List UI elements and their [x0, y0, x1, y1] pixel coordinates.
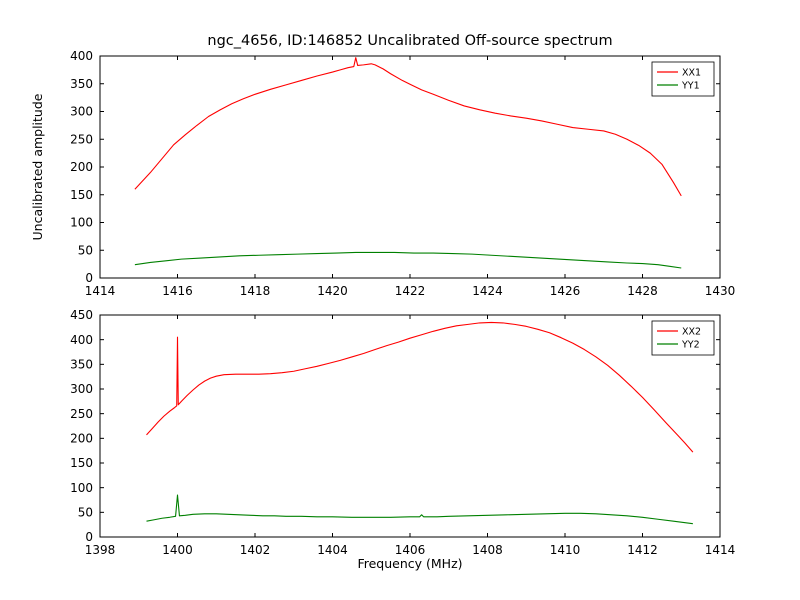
x-tick-label: 1424	[472, 284, 503, 298]
legend-label-XX2: XX2	[682, 326, 701, 337]
x-tick-label: 1402	[240, 543, 271, 557]
y-tick-label: 350	[70, 77, 93, 91]
y-tick-label: 250	[70, 132, 93, 146]
legend-label-YY1: YY1	[681, 80, 700, 91]
y-tick-label: 300	[70, 382, 93, 396]
y-axis-label: Uncalibrated amplitude	[30, 93, 45, 240]
y-tick-label: 0	[85, 271, 93, 285]
x-tick-label: 1426	[550, 284, 581, 298]
x-tick-label: 1418	[240, 284, 271, 298]
x-tick-label: 1430	[705, 284, 736, 298]
y-tick-label: 100	[70, 216, 93, 230]
figure-title: ngc_4656, ID:146852 Uncalibrated Off-sou…	[207, 33, 612, 49]
bottom-plot: 1398 1400 1402 1404 1406 1408 1410 1412 1414 0 50 1…	[70, 308, 735, 557]
legend-label-YY2: YY2	[681, 339, 700, 350]
x-tick-label: 1404	[317, 543, 348, 557]
plot-frame	[99, 314, 721, 538]
x-tick-label: 1400	[162, 543, 193, 557]
y-tick-label: 450	[70, 308, 93, 322]
series-line-XX2	[146, 321, 694, 453]
x-tick-label: 1414	[85, 284, 116, 298]
y-tick-label: 250	[70, 407, 93, 421]
legend-label-XX1: XX1	[682, 67, 701, 78]
series-line-XX1	[134, 57, 682, 197]
x-tick-label: 1416	[162, 284, 193, 298]
y-tick-label: 200	[70, 432, 93, 446]
plot-frame	[99, 55, 721, 279]
x-tick-label: 1422	[395, 284, 426, 298]
series-line-YY1	[134, 251, 682, 269]
x-tick-label: 1410	[550, 543, 581, 557]
legend-box	[651, 61, 715, 97]
y-tick-label: 100	[70, 481, 93, 495]
y-tick-label: 50	[78, 243, 93, 257]
x-tick-label: 1406	[395, 543, 426, 557]
y-tick-label: 400	[70, 49, 93, 63]
x-tick-label: 1420	[317, 284, 348, 298]
series-line-YY2	[146, 494, 693, 525]
x-tick-label: 1428	[627, 284, 658, 298]
x-axis-label: Frequency (MHz)	[357, 556, 462, 571]
y-tick-label: 50	[78, 506, 93, 520]
y-tick-label: 0	[85, 530, 93, 544]
y-tick-label: 350	[70, 358, 93, 372]
legend-box	[651, 320, 715, 356]
x-tick-label: 1412	[627, 543, 658, 557]
x-tick-label: 1408	[472, 543, 503, 557]
y-tick-label: 150	[70, 456, 93, 470]
y-tick-label: 200	[70, 160, 93, 174]
x-tick-label: 1414	[705, 543, 736, 557]
y-tick-label: 300	[70, 105, 93, 119]
y-tick-label: 400	[70, 333, 93, 347]
x-tick-label: 1398	[85, 543, 116, 557]
top-plot: 1414 1416 1418 1420 1422 1424 1426 1428 1430 0 50 1…	[70, 49, 735, 298]
y-tick-label: 150	[70, 188, 93, 202]
